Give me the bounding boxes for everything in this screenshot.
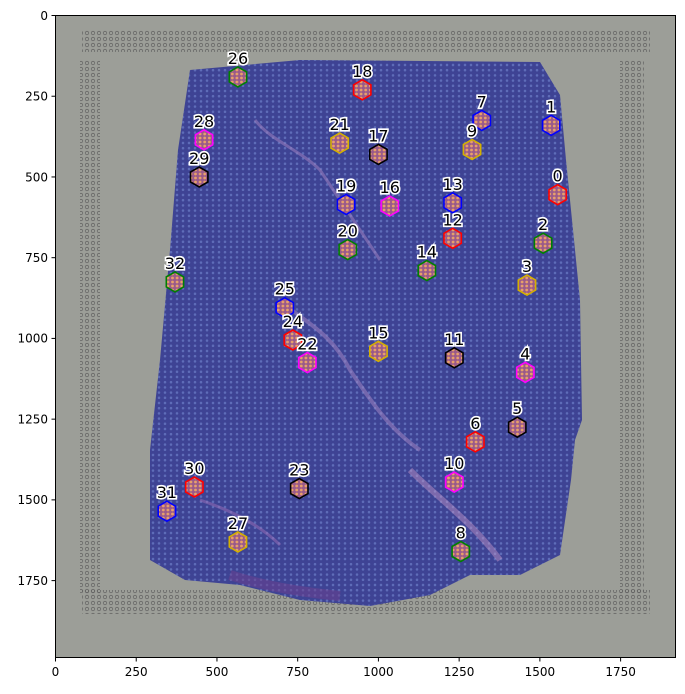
cluster-outline-1 <box>541 114 561 137</box>
cluster-outline-3 <box>517 274 537 297</box>
x-tick-label: 1000 <box>363 665 394 679</box>
cluster-outline-13 <box>443 191 463 214</box>
cluster-label-14: 14 <box>417 243 437 262</box>
cluster-outline-5 <box>507 416 527 439</box>
cluster-label-27: 27 <box>228 514 248 533</box>
x-tick-label: 1250 <box>444 665 475 679</box>
y-tick-label: 250 <box>25 90 48 104</box>
cluster-label-29: 29 <box>189 149 209 168</box>
cluster-outline-4 <box>515 361 535 384</box>
cluster-label-11: 11 <box>444 330 464 349</box>
cluster-outline-15 <box>368 340 388 363</box>
x-tick-label: 500 <box>206 665 229 679</box>
cluster-label-31: 31 <box>157 483 177 502</box>
y-tick-label: 1750 <box>17 574 48 588</box>
cluster-label-26: 26 <box>228 49 248 68</box>
cluster-outline-20 <box>338 238 358 261</box>
cluster-label-21: 21 <box>329 115 349 134</box>
cluster-outline-26 <box>228 65 248 88</box>
x-tick-label: 750 <box>286 665 309 679</box>
cluster-outline-22 <box>297 351 317 374</box>
x-tick-label: 0 <box>52 665 60 679</box>
cluster-label-13: 13 <box>443 175 463 194</box>
cluster-label-1: 1 <box>546 97 556 116</box>
cluster-label-30: 30 <box>184 459 204 478</box>
x-tick-label: 1750 <box>605 665 636 679</box>
tissue-image <box>55 15 676 658</box>
cluster-labels: 0123456789101112131415161718192021222324… <box>155 47 564 544</box>
cluster-label-19: 19 <box>336 176 356 195</box>
cluster-outline-9 <box>462 138 482 161</box>
cluster-outline-18 <box>352 78 372 101</box>
cluster-outline-31 <box>157 500 177 523</box>
cluster-outline-16 <box>380 195 400 217</box>
cluster-outline-7 <box>472 109 492 132</box>
cluster-label-0: 0 <box>553 167 563 186</box>
cluster-label-3: 3 <box>522 257 532 276</box>
cluster-label-6: 6 <box>470 414 480 433</box>
cluster-outline-28 <box>194 128 214 151</box>
cluster-outlines <box>157 65 568 563</box>
cluster-label-18: 18 <box>352 62 372 81</box>
cluster-outline-29 <box>189 166 209 188</box>
cluster-label-24: 24 <box>283 312 303 331</box>
cluster-label-17: 17 <box>368 126 388 145</box>
plot-frame <box>55 15 676 658</box>
cluster-label-7: 7 <box>477 92 487 111</box>
cluster-label-15: 15 <box>368 323 388 342</box>
cluster-outline-24 <box>283 329 303 351</box>
cluster-outline-14 <box>417 259 437 282</box>
x-tick-label: 1500 <box>525 665 556 679</box>
y-tick-label: 750 <box>25 251 48 265</box>
cluster-outline-17 <box>368 143 388 166</box>
y-tick-label: 1250 <box>17 412 48 426</box>
cluster-label-9: 9 <box>467 122 477 141</box>
cluster-label-32: 32 <box>165 254 185 273</box>
x-axis: 0 250 500 750 1000 1250 1500 1750 <box>52 657 636 679</box>
cluster-outline-2 <box>533 232 553 255</box>
cluster-outline-11 <box>444 346 464 369</box>
cluster-outline-27 <box>228 530 248 553</box>
cluster-label-5: 5 <box>512 399 522 418</box>
cluster-outline-10 <box>444 471 464 494</box>
y-tick-label: 1000 <box>17 332 48 346</box>
cluster-label-22: 22 <box>297 335 317 354</box>
cluster-label-20: 20 <box>338 222 358 241</box>
cluster-label-8: 8 <box>456 524 466 543</box>
cluster-outline-0 <box>548 183 568 206</box>
cluster-outline-25 <box>275 296 295 319</box>
cluster-label-2: 2 <box>538 215 548 234</box>
y-tick-label: 500 <box>25 170 48 184</box>
y-tick-label: 0 <box>40 9 48 23</box>
cluster-label-28: 28 <box>194 112 214 131</box>
cluster-outline-6 <box>465 430 485 453</box>
cluster-outline-19 <box>336 193 356 216</box>
y-tick-label: 1500 <box>17 493 48 507</box>
cluster-outline-12 <box>443 227 463 250</box>
cluster-label-16: 16 <box>380 178 400 197</box>
cluster-outline-32 <box>165 270 185 293</box>
cluster-outline-30 <box>184 476 204 498</box>
cluster-outline-23 <box>289 477 309 500</box>
cluster-label-10: 10 <box>444 454 464 473</box>
cluster-label-23: 23 <box>289 461 309 480</box>
cluster-outline-8 <box>451 540 471 563</box>
y-axis: 0 250 500 750 1000 1250 1500 1750 <box>17 9 56 588</box>
cluster-label-25: 25 <box>275 280 295 299</box>
cluster-outline-21 <box>330 132 350 155</box>
cluster-label-12: 12 <box>443 210 463 229</box>
x-tick-label: 250 <box>125 665 148 679</box>
cluster-label-4: 4 <box>520 344 530 363</box>
